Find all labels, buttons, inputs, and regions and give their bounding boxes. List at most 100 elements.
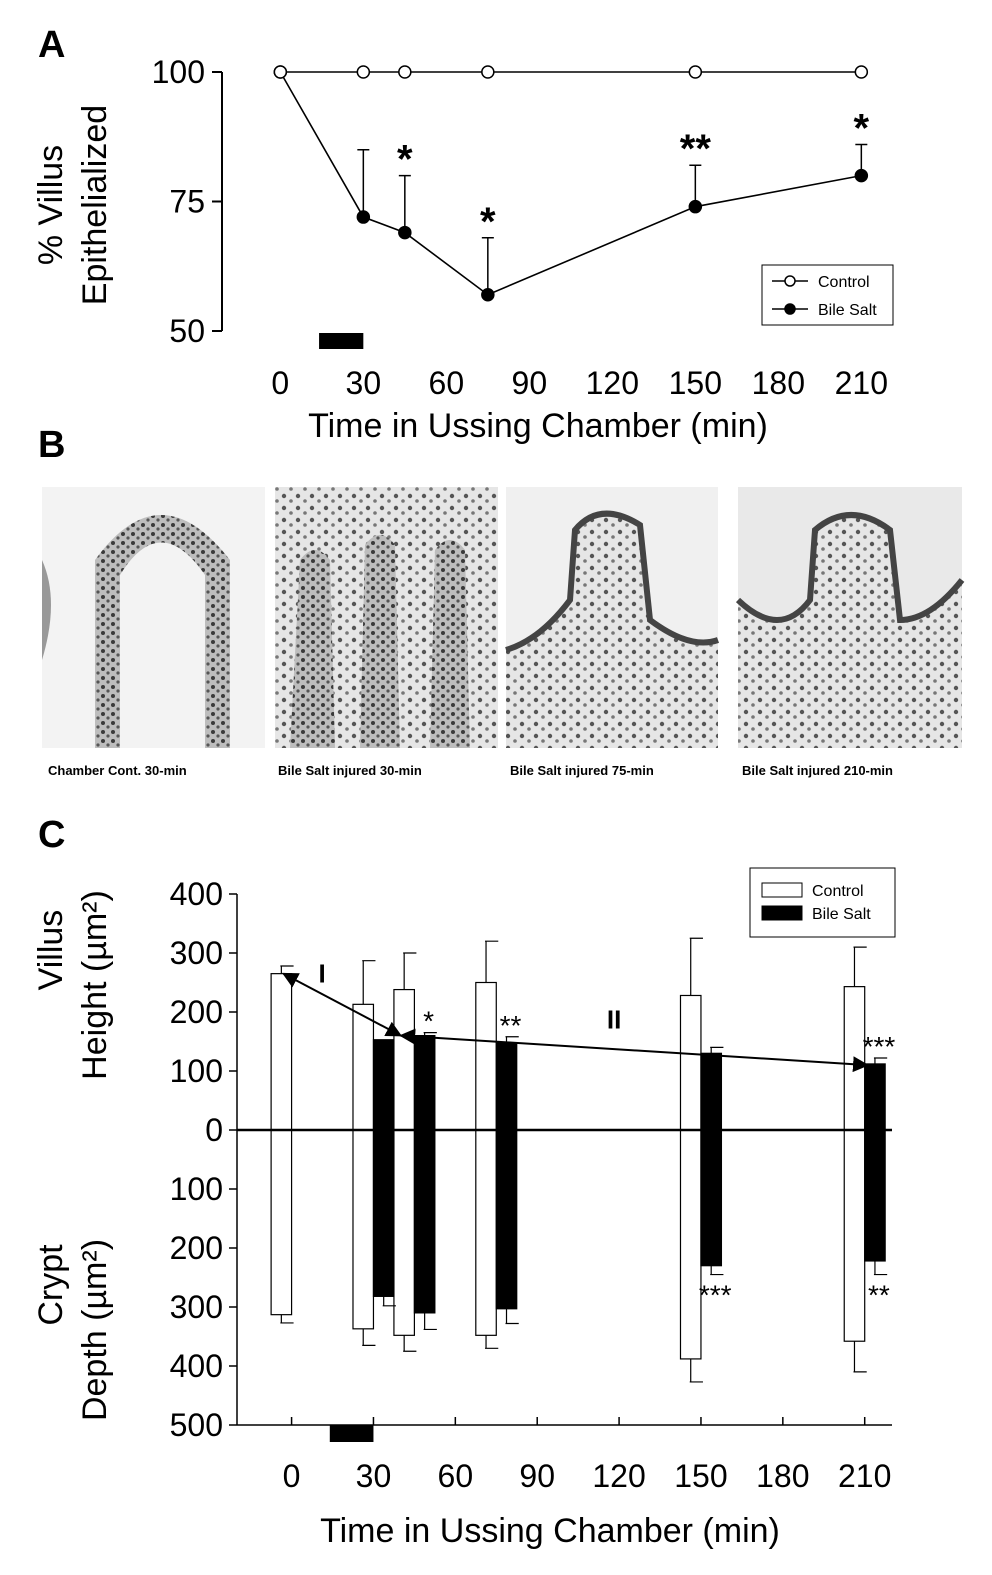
significance-label: ** (868, 1280, 890, 1311)
series-line (279, 71, 862, 296)
significance-label: * (423, 1006, 434, 1037)
error-bar (398, 174, 411, 233)
x-tick-label: 90 (512, 365, 548, 401)
error-bar (710, 1046, 724, 1054)
error-bar (853, 946, 867, 987)
bar (864, 1129, 886, 1262)
x-tick-label: 120 (586, 365, 639, 401)
x-tick-label: 60 (438, 1458, 474, 1494)
legend-swatch (761, 882, 803, 898)
y-tick-label: 400 (170, 1348, 223, 1384)
error-bar (357, 148, 370, 218)
error-bar (689, 1358, 703, 1383)
legend-label: Bile Salt (818, 302, 877, 319)
y-axis-title: Crypt (32, 1244, 70, 1326)
error-bar (853, 1341, 867, 1373)
significance-label: * (854, 107, 870, 151)
y-axis-title: Height (µm²) (76, 890, 114, 1080)
trend-arrow (399, 1028, 870, 1073)
significance-label: ** (500, 1010, 522, 1041)
y-tick-label: 300 (170, 935, 223, 971)
data-point (356, 210, 371, 224)
data-point (481, 287, 495, 302)
y-axis-title: Depth (µm²) (76, 1239, 114, 1421)
error-bar (710, 1265, 724, 1276)
bar (413, 1034, 436, 1131)
trend-label: II (607, 1004, 621, 1034)
micrograph-caption: Bile Salt injured 210-min (742, 763, 893, 778)
significance-label: * (397, 138, 413, 182)
error-bar (873, 1260, 888, 1276)
bar (495, 1042, 518, 1131)
bar (413, 1129, 436, 1314)
x-tick-label: 120 (592, 1458, 645, 1494)
x-tick-label: 30 (346, 365, 382, 401)
y-tick-label: 400 (170, 876, 223, 912)
y-axis-title: % Villus (32, 145, 70, 265)
error-bar (485, 1335, 499, 1349)
data-point (356, 65, 371, 79)
micrograph (505, 487, 720, 748)
x-tick-label: 150 (674, 1458, 727, 1494)
data-point (398, 65, 412, 79)
exposure-bar (329, 1425, 374, 1442)
x-tick-label: 210 (838, 1458, 891, 1494)
x-tick-label: 180 (752, 365, 805, 401)
significance-label: *** (699, 1280, 732, 1311)
exposure-bar (319, 333, 364, 349)
panel-label: A (38, 24, 65, 66)
bar (270, 973, 293, 1131)
bar (372, 1039, 395, 1131)
y-tick-label: 75 (169, 184, 205, 220)
error-bar (382, 1296, 396, 1307)
error-bar (362, 960, 376, 1005)
data-point (688, 65, 703, 79)
bar (475, 981, 497, 1131)
bar (843, 1129, 866, 1342)
error-bar (403, 952, 417, 990)
error-bar (280, 965, 294, 974)
error-bar (873, 1057, 888, 1064)
error-bar (689, 164, 702, 207)
bar (700, 1129, 723, 1267)
error-bar (505, 1308, 519, 1325)
x-axis-title: Time in Ussing Chamber (min) (308, 407, 768, 445)
error-bar (362, 1328, 376, 1346)
y-tick-label: 0 (205, 1112, 223, 1148)
x-tick-label: 150 (669, 365, 722, 401)
y-tick-label: 100 (170, 1171, 223, 1207)
y-axis-title: Epithelialized (76, 105, 114, 305)
legend-marker (784, 303, 796, 315)
x-tick-label: 210 (835, 365, 888, 401)
error-bar (481, 237, 494, 295)
x-tick-label: 0 (283, 1458, 301, 1494)
legend-box (761, 264, 894, 326)
error-bar (423, 1312, 437, 1331)
data-point (854, 168, 869, 183)
bar (700, 1052, 723, 1131)
significance-label: *** (863, 1031, 896, 1062)
y-tick-label: 300 (170, 1289, 223, 1325)
micrograph-caption: Bile Salt injured 75-min (510, 763, 654, 778)
x-tick-label: 60 (429, 365, 465, 401)
bar (352, 1129, 375, 1330)
y-tick-label: 100 (170, 1053, 223, 1089)
data-point (688, 199, 703, 214)
panel-label: B (38, 424, 65, 466)
significance-label: ** (680, 127, 712, 171)
trend-arrow (281, 972, 403, 1037)
legend-label: Control (818, 274, 870, 291)
bar (393, 988, 415, 1131)
legend-label: Bile Salt (812, 906, 871, 923)
error-bar (403, 1335, 417, 1352)
legend-label: Control (812, 883, 864, 900)
significance-label: * (480, 200, 496, 244)
bar (864, 1063, 886, 1131)
micrograph-caption: Chamber Cont. 30-min (48, 763, 187, 778)
y-tick-label: 200 (170, 1230, 223, 1266)
y-tick-label: 200 (170, 994, 223, 1030)
legend-box (749, 867, 896, 938)
bar (679, 1129, 702, 1360)
